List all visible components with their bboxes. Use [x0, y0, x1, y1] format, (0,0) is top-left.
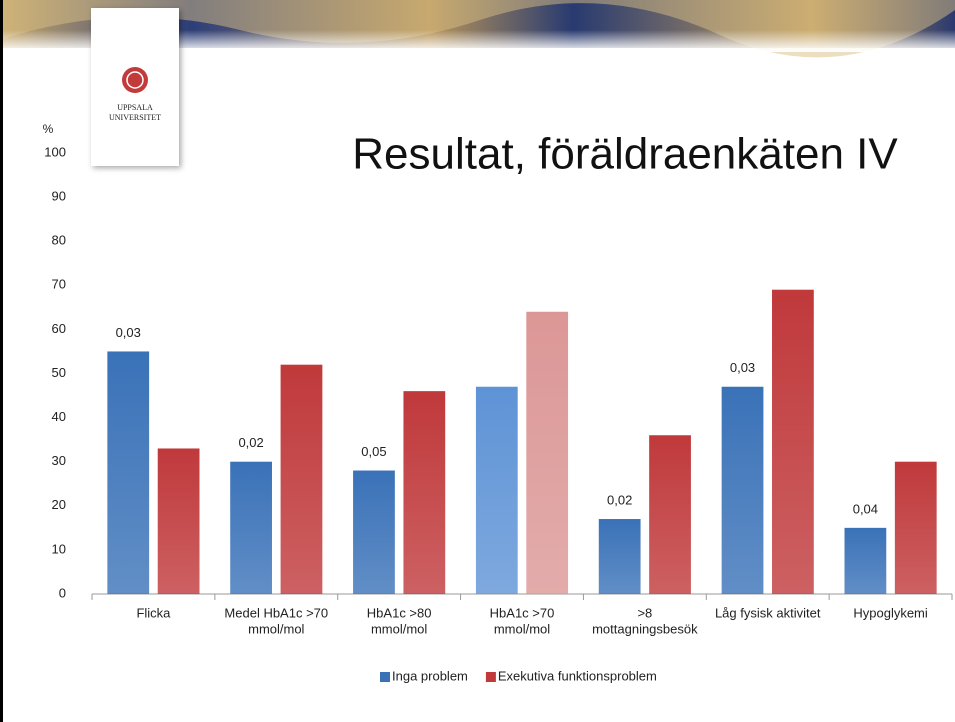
- y-tick-label: 80: [52, 233, 66, 248]
- bar: [475, 386, 518, 594]
- logo-seal-ring: [126, 71, 144, 89]
- slide-border: [0, 0, 3, 722]
- banner-fade: [0, 30, 955, 52]
- x-tick-label: Flicka: [136, 605, 171, 620]
- x-tick-label: mmol/mol: [494, 621, 550, 636]
- bar: [844, 527, 887, 594]
- legend-swatch: [380, 672, 390, 682]
- y-tick-label: 70: [52, 277, 66, 292]
- x-tick-label: >8: [637, 605, 652, 620]
- legend-label: Exekutiva funktionsproblem: [498, 668, 657, 683]
- x-tick-label: mmol/mol: [248, 621, 304, 636]
- bar: [598, 519, 641, 594]
- annotation: 0,05: [361, 444, 386, 459]
- bar: [230, 461, 272, 594]
- annotation: 0,03: [730, 360, 755, 375]
- annotation: 0,03: [116, 325, 141, 340]
- x-tick-label: mottagningsbesök: [592, 621, 698, 636]
- bar: [403, 391, 446, 594]
- bar: [353, 470, 395, 594]
- logo-text: UPPSALA: [117, 103, 153, 112]
- legend-swatch: [485, 672, 496, 682]
- banner-ornament: [0, 0, 955, 58]
- x-tick-label: Hypoglykemi: [853, 605, 928, 620]
- y-tick-label: 50: [52, 365, 66, 380]
- x-tick-label: HbA1c >80: [367, 605, 432, 620]
- bar: [526, 311, 569, 594]
- bar: [721, 386, 764, 594]
- bar: [894, 461, 937, 594]
- bar: [280, 364, 323, 594]
- y-tick-label: 10: [52, 541, 66, 556]
- logo-seal: [122, 67, 148, 93]
- y-tick-label: 100: [44, 144, 66, 159]
- legend-label: Inga problem: [392, 668, 468, 683]
- bar: [772, 289, 814, 594]
- logo-text: UNIVERSITET: [109, 113, 161, 122]
- chart-title: Resultat, föräldraenkäten IV: [352, 130, 898, 179]
- y-tick-label: 40: [52, 409, 66, 424]
- x-tick-label: Låg fysisk aktivitet: [715, 605, 821, 620]
- bar: [107, 351, 150, 594]
- y-tick-label: 90: [52, 189, 66, 204]
- y-axis-label: %: [43, 122, 54, 136]
- bar: [649, 435, 691, 594]
- x-tick-label: mmol/mol: [371, 621, 427, 636]
- y-tick-label: 30: [52, 453, 66, 468]
- bar: [157, 448, 200, 594]
- y-tick-label: 60: [52, 321, 66, 336]
- x-tick-label: Medel HbA1c >70: [224, 605, 328, 620]
- x-tick-label: HbA1c >70: [490, 605, 555, 620]
- y-tick-label: 0: [59, 585, 66, 600]
- y-tick-label: 20: [52, 497, 66, 512]
- annotation: 0,02: [238, 435, 263, 450]
- annotation: 0,04: [853, 501, 878, 516]
- annotation: 0,02: [607, 492, 632, 507]
